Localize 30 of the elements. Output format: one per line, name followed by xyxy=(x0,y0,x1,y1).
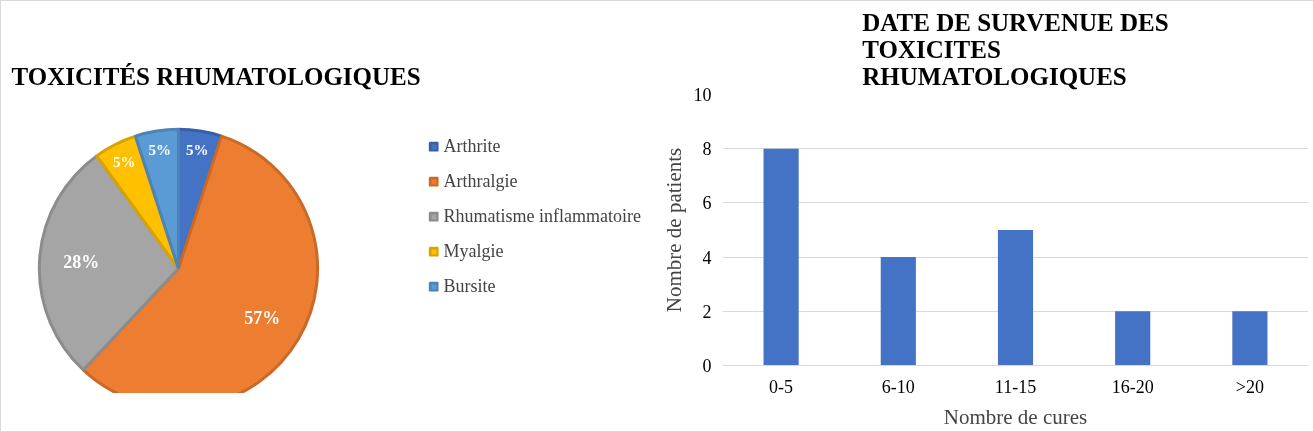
x-tick-label: 16-20 xyxy=(1111,376,1154,397)
y-tick-label: 6 xyxy=(702,193,712,214)
y-tick-label: 8 xyxy=(702,139,712,160)
bar xyxy=(1115,311,1151,366)
legend-label: Arthralgie xyxy=(443,170,518,192)
bar xyxy=(997,230,1034,366)
bar xyxy=(1232,311,1268,366)
y-axis-title: Nombre de patients xyxy=(661,147,686,313)
x-tick-label: 11-15 xyxy=(994,376,1037,397)
y-tick-label: 4 xyxy=(702,247,712,268)
chart-title: DATE DE SURVENUE DES TOXICITES RHUMATOLOGIQUES xyxy=(862,8,1169,90)
data-label: 28% xyxy=(63,252,100,273)
bar xyxy=(880,257,916,366)
y-tick-label: 2 xyxy=(702,301,712,322)
legend-label: Myalgie xyxy=(443,240,504,262)
data-label: 5% xyxy=(112,153,136,170)
chart-title: TOXICITÉS RHUMATOLOGIQUES xyxy=(11,62,421,90)
legend-label: Rhumatisme inflammatoire xyxy=(443,205,641,227)
data-label: 5% xyxy=(148,142,171,159)
data-label: 5% xyxy=(185,142,209,159)
x-tick-label: >20 xyxy=(1235,376,1264,397)
x-tick-label: 0-5 xyxy=(769,376,794,397)
y-tick-label: 0 xyxy=(702,356,712,376)
x-axis-title: Nombre de cures xyxy=(943,404,1088,429)
y-tick-label: 10 xyxy=(693,85,712,105)
bar xyxy=(763,148,799,366)
legend-label: Bursite xyxy=(443,275,496,297)
data-label: 57% xyxy=(244,308,281,329)
legend-label: Arthrite xyxy=(443,135,501,157)
x-tick-label: 6-10 xyxy=(881,376,915,397)
